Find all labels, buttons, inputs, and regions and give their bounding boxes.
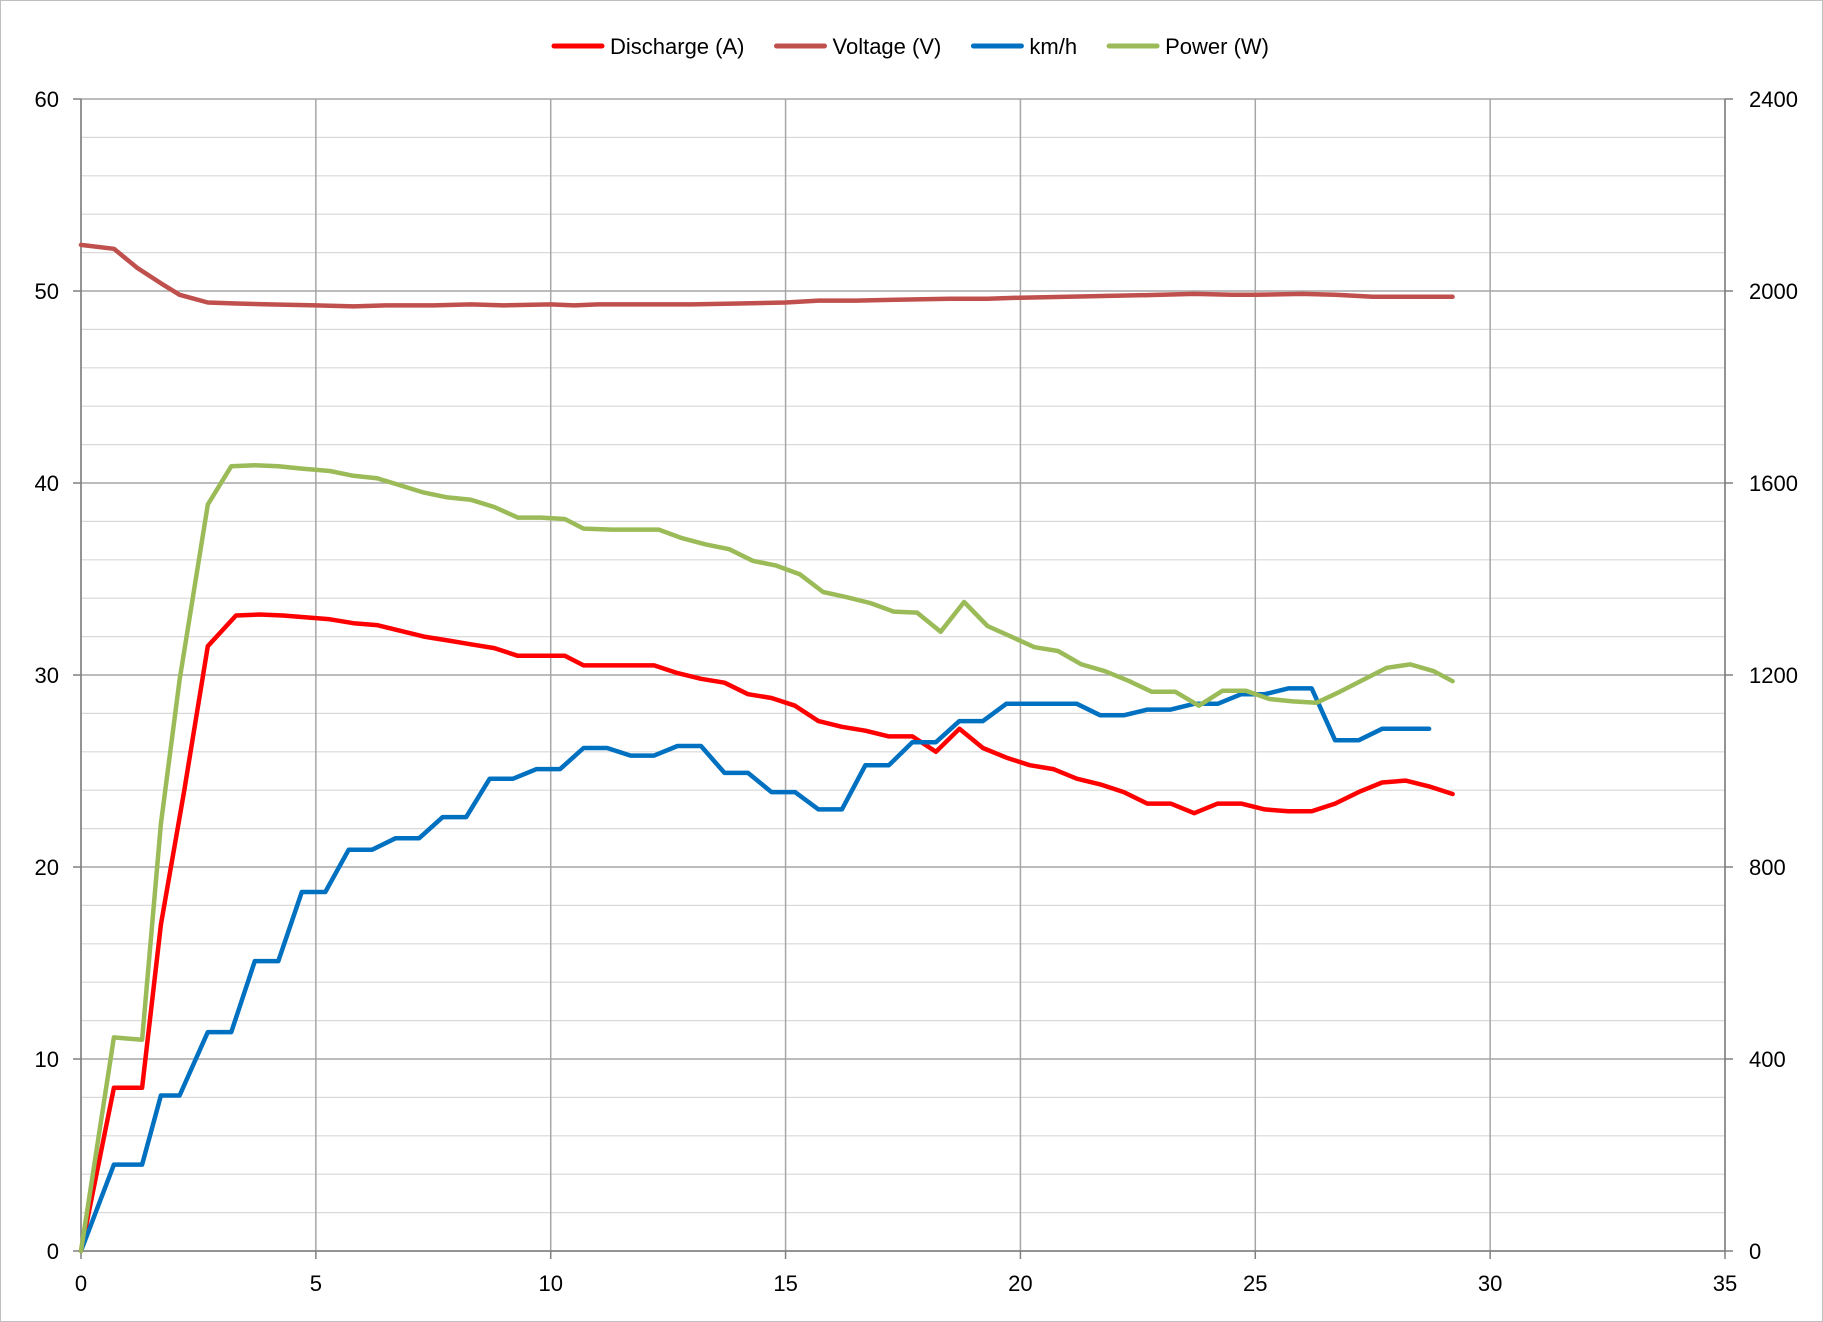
- left-tick-label: 40: [35, 471, 59, 496]
- legend-item: Voltage (V): [774, 34, 942, 59]
- right-tick-label: 2000: [1749, 279, 1798, 304]
- legend-item: Discharge (A): [551, 34, 744, 59]
- minor-gridlines: [81, 136, 1725, 1214]
- series-line-power-w: [78, 462, 1455, 1254]
- x-tick-label: 20: [1008, 1271, 1032, 1296]
- left-tick-label: 10: [35, 1047, 59, 1072]
- x-tick-label: 15: [773, 1271, 797, 1296]
- x-tick-label: 30: [1478, 1271, 1502, 1296]
- major-gridlines: [80, 98, 1726, 1252]
- left-tick-label: 30: [35, 663, 59, 688]
- series-line-km-h: [78, 686, 1432, 1254]
- left-axis-tick-labels: 0 10 20 30 40 50 60: [35, 87, 59, 1264]
- legend-item: Power (W): [1106, 34, 1269, 59]
- x-tick-label: 10: [538, 1271, 562, 1296]
- right-tick-label: 2400: [1749, 87, 1798, 112]
- legend-label: Power (W): [1165, 34, 1269, 59]
- series-lines: [78, 242, 1455, 1254]
- legend-label: km/h: [1029, 34, 1077, 59]
- x-tick-label: 0: [75, 1271, 87, 1296]
- left-tick-label: 60: [35, 87, 59, 112]
- x-tick-label: 25: [1243, 1271, 1267, 1296]
- legend-label: Voltage (V): [833, 34, 942, 59]
- legend-label: Discharge (A): [610, 34, 744, 59]
- right-tick-label: 0: [1749, 1239, 1761, 1264]
- left-tick-label: 50: [35, 279, 59, 304]
- right-tick-label: 400: [1749, 1047, 1786, 1072]
- series-line-voltage-v: [78, 242, 1455, 309]
- axes: [73, 98, 1733, 1259]
- x-tick-label: 35: [1713, 1271, 1737, 1296]
- left-tick-label: 20: [35, 855, 59, 880]
- legend-item: km/h: [970, 34, 1077, 59]
- legend: Discharge (A) Voltage (V) km/h Power (W): [551, 34, 1269, 59]
- left-tick-label: 0: [47, 1239, 59, 1264]
- x-axis-tick-labels: 0 5 10 15 20 25 30 35: [75, 1271, 1737, 1296]
- right-tick-label: 800: [1749, 855, 1786, 880]
- right-axis-tick-labels: 0 400 800 1200 1600 2000 2400: [1749, 87, 1798, 1264]
- right-tick-label: 1600: [1749, 471, 1798, 496]
- right-tick-label: 1200: [1749, 663, 1798, 688]
- x-tick-label: 5: [310, 1271, 322, 1296]
- series-line-discharge-a: [78, 612, 1455, 1254]
